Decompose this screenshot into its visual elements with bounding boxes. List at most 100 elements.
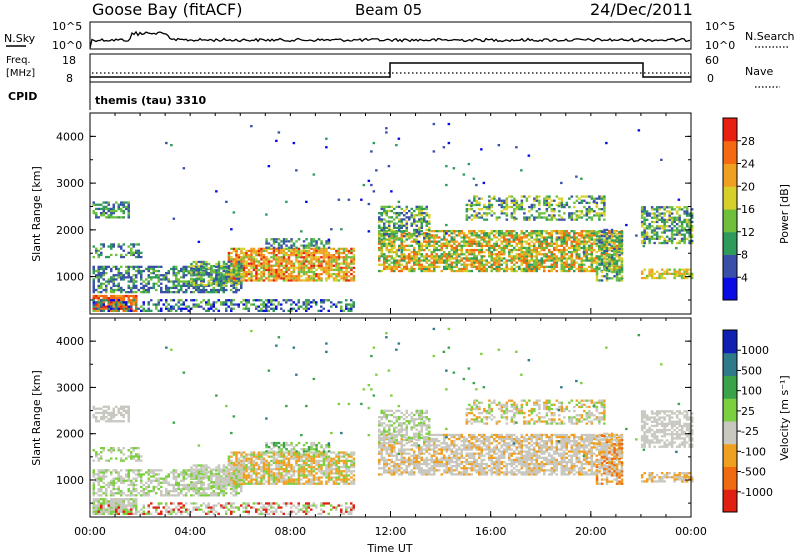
power-cell — [490, 251, 493, 254]
power-cell — [640, 276, 644, 280]
velocity-cell — [120, 479, 123, 482]
power-cell — [112, 276, 115, 279]
power-cell — [155, 282, 158, 285]
power-cell — [352, 275, 356, 278]
power-cell — [498, 251, 501, 254]
power-cell — [403, 253, 406, 256]
power-cell — [92, 255, 95, 259]
power-cell — [117, 286, 120, 290]
power-cell — [388, 255, 391, 258]
power-cell — [122, 201, 125, 204]
power-cell — [523, 208, 526, 211]
power-cell — [553, 208, 556, 211]
power-cell — [395, 216, 398, 219]
power-cell — [543, 240, 546, 243]
power-cell — [388, 230, 391, 233]
power-cell — [470, 214, 474, 217]
power-cell — [463, 236, 466, 239]
power-cell — [603, 214, 606, 217]
power-cell — [425, 214, 428, 217]
power-cell — [445, 223, 448, 227]
power-cell — [165, 301, 168, 304]
power-cell — [513, 234, 516, 237]
power-cell — [230, 309, 233, 312]
power-cell — [147, 286, 150, 290]
power-cell — [225, 262, 228, 266]
power-cell — [305, 299, 308, 302]
power-cell — [508, 259, 511, 262]
power-cell — [455, 269, 458, 273]
power-cell — [105, 297, 108, 300]
power-cell — [330, 228, 333, 231]
power-cell — [443, 238, 446, 241]
power-cell — [685, 220, 689, 224]
power-cell — [563, 232, 566, 235]
power-cell — [460, 269, 463, 273]
power-cell — [595, 235, 599, 238]
power-cell — [92, 280, 95, 283]
velocity-cell — [287, 502, 290, 505]
power-cell — [505, 230, 508, 233]
power-cell — [485, 248, 488, 252]
power-cell — [247, 254, 251, 257]
power-cell — [665, 220, 669, 224]
velocity-cell — [312, 504, 315, 507]
power-cell — [247, 279, 251, 282]
power-cell — [192, 284, 196, 287]
power-cell — [405, 255, 408, 258]
power-cell — [545, 218, 549, 221]
power-cell — [578, 263, 581, 266]
velocity-cell — [340, 504, 343, 507]
power-cell — [665, 229, 669, 232]
power-cell — [663, 212, 666, 215]
power-colorbar-label: Power [dB] — [778, 184, 791, 244]
power-cell — [543, 199, 546, 202]
power-cell — [135, 301, 138, 304]
power-cell — [483, 244, 486, 247]
power-cell — [530, 230, 533, 233]
velocity-cell — [260, 502, 263, 505]
power-cell — [613, 240, 616, 243]
power-cell — [533, 242, 536, 245]
power-cell — [110, 291, 113, 294]
power-cell — [197, 269, 200, 273]
power-cell — [445, 267, 448, 271]
power-cell — [505, 269, 508, 273]
power-cell — [488, 208, 491, 211]
power-cell — [265, 213, 268, 216]
power-cell — [553, 261, 556, 264]
power-cell — [127, 205, 130, 208]
power-cell — [515, 244, 518, 247]
power-cell — [520, 205, 524, 209]
power-cell — [675, 227, 679, 230]
power-cell — [550, 234, 553, 237]
power-cell — [350, 277, 353, 280]
power-cell — [350, 258, 353, 261]
power-cell — [115, 303, 118, 306]
power-cell — [215, 262, 218, 266]
power-cell — [560, 238, 563, 241]
power-cell — [575, 199, 579, 202]
power-cell — [493, 234, 496, 237]
power-cell — [105, 291, 108, 294]
power-cell — [637, 129, 641, 132]
power-cell — [568, 255, 571, 258]
power-cell — [105, 305, 108, 308]
power-cell — [112, 280, 115, 283]
power-cell — [548, 197, 551, 200]
power-cell — [215, 275, 218, 278]
power-cell — [388, 263, 391, 266]
velocity-cell — [135, 498, 138, 501]
power-cell — [255, 249, 258, 253]
power-cell — [428, 259, 431, 262]
power-cell — [117, 243, 120, 246]
power-cell — [115, 209, 118, 213]
power-cell — [327, 299, 330, 302]
power-cell — [500, 230, 503, 233]
power-cell — [665, 270, 669, 273]
power-cell — [380, 248, 383, 252]
power-cell — [475, 265, 478, 268]
velocity-cell — [210, 510, 213, 513]
power-cell — [342, 251, 346, 255]
power-cell — [663, 227, 666, 230]
